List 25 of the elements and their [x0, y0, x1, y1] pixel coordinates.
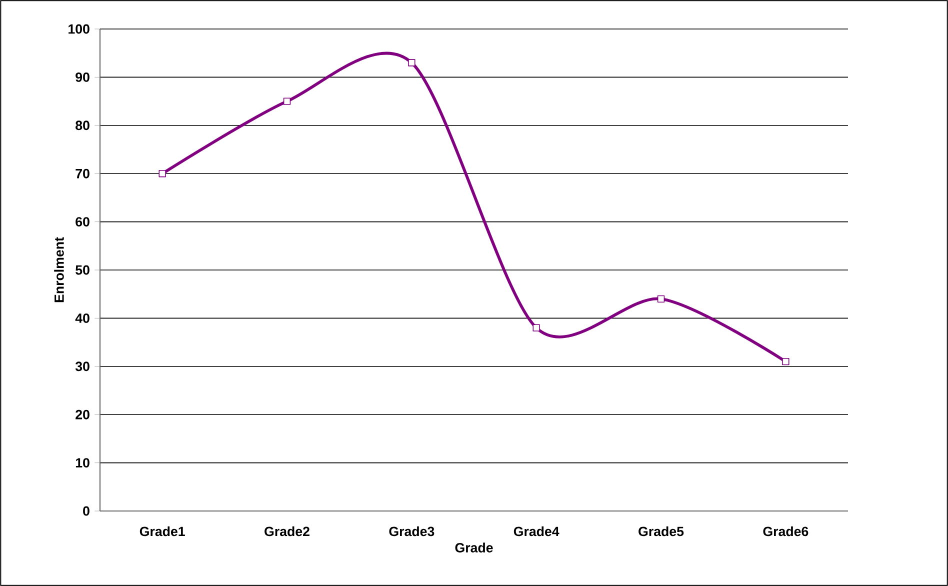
x-tick-label: Grade4 [514, 526, 560, 536]
y-tick-label: 40 [75, 313, 90, 323]
y-tick-label: 60 [76, 217, 90, 227]
y-tick-label: 10 [76, 458, 90, 468]
x-tick-label: Grade5 [638, 526, 684, 536]
y-tick-label: 20 [76, 410, 90, 420]
point [782, 358, 790, 366]
y-tick-label: 30 [75, 362, 90, 372]
y-tick-label: 100 [68, 24, 90, 34]
y-tick-label: 80 [76, 120, 90, 130]
y-tick-label: 50 [76, 265, 90, 275]
y-axis-title: Enrolment [54, 237, 64, 302]
y-tick-label: 90 [76, 72, 90, 82]
x-axis-title: Grade [455, 542, 493, 552]
point [408, 59, 416, 66]
x-tick-label: Grade3 [389, 526, 434, 536]
point [283, 98, 291, 105]
point [532, 324, 540, 332]
y-tick-label: 70 [76, 168, 90, 178]
y-tick-label: 0 [83, 506, 90, 516]
x-tick-label: Grade1 [140, 526, 185, 536]
point [158, 170, 166, 178]
point [657, 295, 665, 303]
x-tick-label: Grade6 [763, 526, 808, 536]
x-tick-label: Grade2 [264, 526, 310, 536]
